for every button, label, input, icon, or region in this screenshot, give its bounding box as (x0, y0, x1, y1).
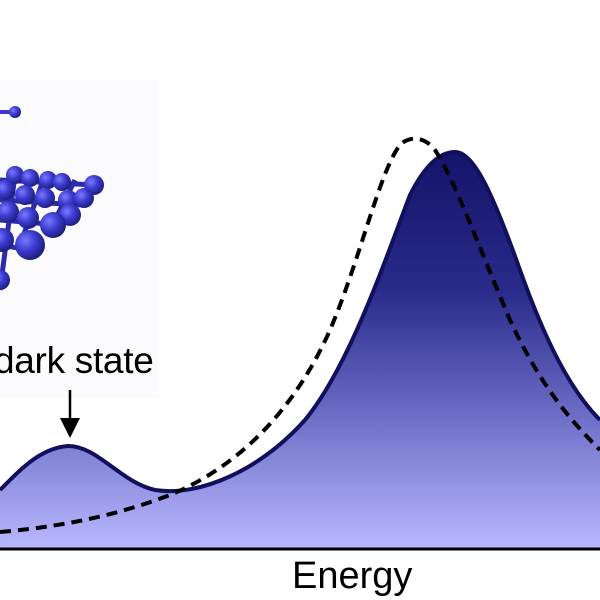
dark-state-annotation: dark state (0, 340, 154, 381)
molecule-illustration (0, 106, 104, 291)
absorption-area (0, 152, 600, 548)
reference-dashed-curve (0, 136, 600, 534)
x-axis-label: Energy (292, 555, 413, 597)
dark-state-arrow-icon (60, 390, 80, 438)
